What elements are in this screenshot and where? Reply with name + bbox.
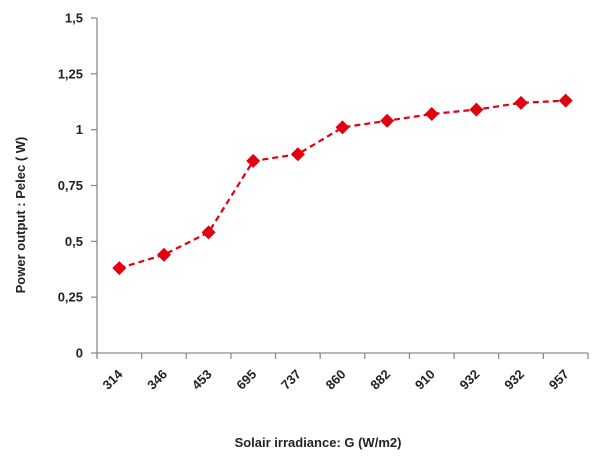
data-point-marker bbox=[469, 102, 484, 117]
y-tick-label: 0,5 bbox=[65, 234, 83, 249]
x-tick-label: 910 bbox=[412, 367, 438, 393]
data-point-marker bbox=[246, 153, 261, 168]
data-point-marker bbox=[201, 225, 216, 240]
data-point-marker bbox=[112, 261, 127, 276]
data-point-marker bbox=[558, 93, 573, 108]
y-tick-label: 1,25 bbox=[58, 66, 83, 81]
x-tick-label: 737 bbox=[278, 367, 304, 393]
x-tick-label: 314 bbox=[99, 366, 125, 392]
data-point-marker bbox=[514, 95, 529, 110]
x-tick-label: 882 bbox=[367, 367, 393, 393]
data-point-marker bbox=[380, 113, 395, 128]
data-point-marker bbox=[290, 147, 305, 162]
y-tick-label: 1,5 bbox=[65, 11, 83, 26]
x-tick-label: 932 bbox=[501, 367, 527, 393]
x-tick-label: 453 bbox=[189, 367, 215, 393]
y-axis-title: Power output : Pelec ( W) bbox=[13, 137, 28, 294]
x-tick-label: 932 bbox=[457, 367, 483, 393]
x-axis-title: Solair irradiance: G (W/m2) bbox=[235, 435, 402, 450]
y-tick-label: 0 bbox=[76, 346, 83, 361]
y-tick-label: 0,75 bbox=[58, 178, 83, 193]
data-point-marker bbox=[335, 120, 350, 135]
data-point-marker bbox=[156, 247, 171, 262]
x-tick-label: 346 bbox=[144, 367, 170, 393]
x-tick-label: 695 bbox=[233, 367, 259, 393]
y-tick-label: 1 bbox=[76, 122, 83, 137]
y-axis: 0 0,25 0,5 0,75 1 1,25 1,5 bbox=[58, 11, 98, 361]
series-layer bbox=[112, 93, 573, 276]
y-tick-label: 0,25 bbox=[58, 290, 83, 305]
data-point-marker bbox=[424, 107, 439, 122]
x-tick-label: 860 bbox=[323, 367, 349, 393]
x-tick-label: 957 bbox=[546, 367, 572, 393]
x-axis: 314 346 453 695 737 860 882 910 932 932 957 bbox=[96, 352, 589, 393]
